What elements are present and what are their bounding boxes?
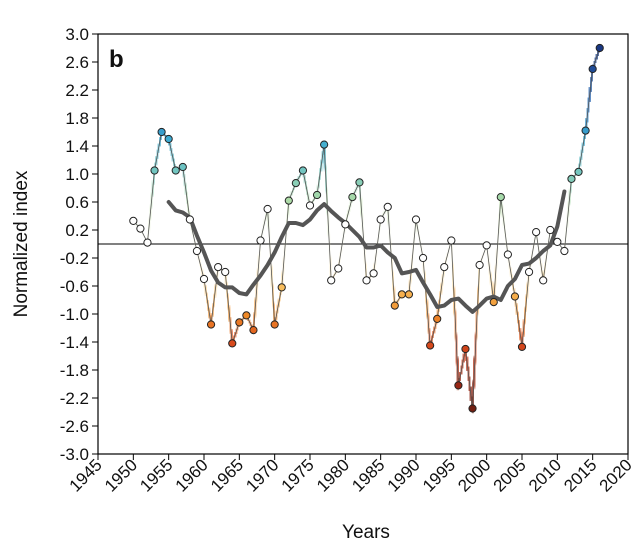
y-tick-label: -0.6 xyxy=(60,277,89,296)
annual-data-point xyxy=(503,250,512,259)
annual-data-point xyxy=(369,269,378,278)
annual-data-point xyxy=(263,204,272,214)
annual-data-point xyxy=(249,326,258,335)
smoothed-trend-line xyxy=(166,189,567,314)
annual-data-point xyxy=(214,263,223,272)
annual-data-point xyxy=(447,236,456,245)
annual-data-point xyxy=(157,127,166,137)
annual-data-point xyxy=(418,253,428,263)
annual-data-point xyxy=(129,216,138,225)
annual-data-point xyxy=(334,264,343,273)
annual-data-point xyxy=(440,263,449,272)
annual-data-point xyxy=(433,314,442,323)
annual-data-point xyxy=(532,228,541,237)
annual-data-point xyxy=(454,381,463,390)
annual-data-point xyxy=(143,238,152,247)
y-tick-label: 1.4 xyxy=(65,137,89,156)
annual-data-point xyxy=(348,193,357,202)
annual-data-point xyxy=(171,166,180,175)
annual-data-point xyxy=(235,318,244,327)
annual-data-point xyxy=(574,167,583,176)
annual-data-point xyxy=(588,64,597,74)
annual-data-point xyxy=(228,339,237,348)
annual-data-point xyxy=(581,126,590,135)
y-tick-label: -1.4 xyxy=(60,333,89,352)
annual-data-point xyxy=(320,140,329,149)
annual-data-point xyxy=(404,290,414,299)
annual-data-point xyxy=(291,179,300,188)
y-tick-label: -2.6 xyxy=(60,417,89,436)
y-tick-label: 2.2 xyxy=(65,81,89,100)
annual-data-point xyxy=(305,201,315,210)
annual-data-point xyxy=(553,237,562,246)
annual-data-point xyxy=(355,178,364,187)
annual-data-point xyxy=(489,298,498,307)
annual-data-point xyxy=(560,246,569,256)
annual-data-point xyxy=(242,311,251,320)
annual-data-point xyxy=(524,267,534,277)
annual-data-point xyxy=(390,301,399,310)
y-tick-label: 0.6 xyxy=(65,193,89,212)
annual-data-point xyxy=(221,267,230,277)
y-tick-label: -2.2 xyxy=(60,389,89,408)
annual-data-point xyxy=(185,215,194,224)
annual-data-point xyxy=(298,166,308,175)
annual-data-point xyxy=(376,215,385,224)
annual-data-point xyxy=(517,342,527,351)
annual-data-point xyxy=(277,283,286,292)
annual-data-point xyxy=(284,196,293,205)
annual-data-point xyxy=(192,246,202,256)
plot-frame xyxy=(97,33,629,455)
annual-data-point xyxy=(397,290,406,299)
annual-data-point xyxy=(567,174,576,183)
annual-data-point xyxy=(546,225,555,235)
y-tick-label: 2.6 xyxy=(65,53,89,72)
annual-data-point xyxy=(468,404,477,413)
annual-data-point xyxy=(136,224,145,233)
annual-data-point xyxy=(362,276,371,285)
annual-data-point xyxy=(461,344,470,354)
annual-data-point xyxy=(256,236,265,245)
annual-data-point xyxy=(312,190,322,200)
annual-data-point xyxy=(383,202,392,211)
annual-data-point xyxy=(595,43,604,53)
y-tick-label: -3.0 xyxy=(60,445,89,464)
annual-data-point xyxy=(482,241,491,250)
annual-data-point xyxy=(178,162,187,172)
y-tick-label: -1.0 xyxy=(60,305,89,324)
panel-label: b xyxy=(109,46,124,73)
y-tick-label: -0.2 xyxy=(60,249,89,268)
annual-data-point xyxy=(270,320,279,329)
y-tick-label: 0.2 xyxy=(65,221,89,240)
y-tick-label: -1.8 xyxy=(60,361,89,380)
y-tick-label: 1.8 xyxy=(65,109,89,128)
annual-data-point xyxy=(475,260,484,270)
y-tick-label: 1.0 xyxy=(65,165,89,184)
annual-data-point xyxy=(206,320,216,329)
annual-data-point xyxy=(411,215,421,224)
annual-data-point xyxy=(164,134,173,144)
annual-data-point xyxy=(327,276,336,285)
annual-data-point xyxy=(150,166,159,175)
annual-data-point xyxy=(539,276,548,285)
x-axis-title: Years xyxy=(342,522,390,539)
y-tick-label: 3.0 xyxy=(65,25,89,44)
annual-data-point xyxy=(426,341,435,350)
annual-data-point xyxy=(510,292,520,301)
annual-data-point xyxy=(496,193,505,202)
annual-data-point xyxy=(341,220,350,229)
y-axis-title: Normalized index xyxy=(11,170,32,317)
annual-data-point xyxy=(199,274,209,284)
